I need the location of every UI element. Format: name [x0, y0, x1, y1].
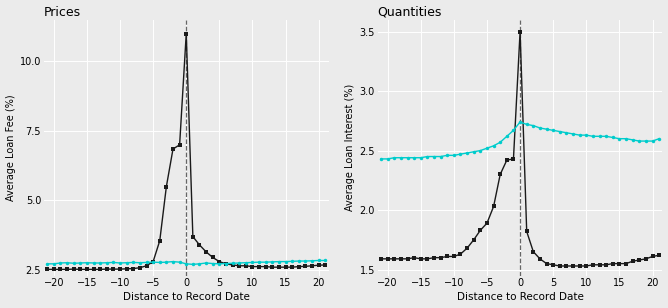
X-axis label: Distance to Record Date: Distance to Record Date [457, 292, 584, 302]
Y-axis label: Average Loan Interest (%): Average Loan Interest (%) [345, 84, 355, 211]
Y-axis label: Average Loan Fee (%): Average Loan Fee (%) [5, 94, 15, 201]
X-axis label: Distance to Record Date: Distance to Record Date [123, 292, 250, 302]
Text: Prices: Prices [44, 6, 81, 18]
Text: Quantities: Quantities [377, 6, 442, 18]
